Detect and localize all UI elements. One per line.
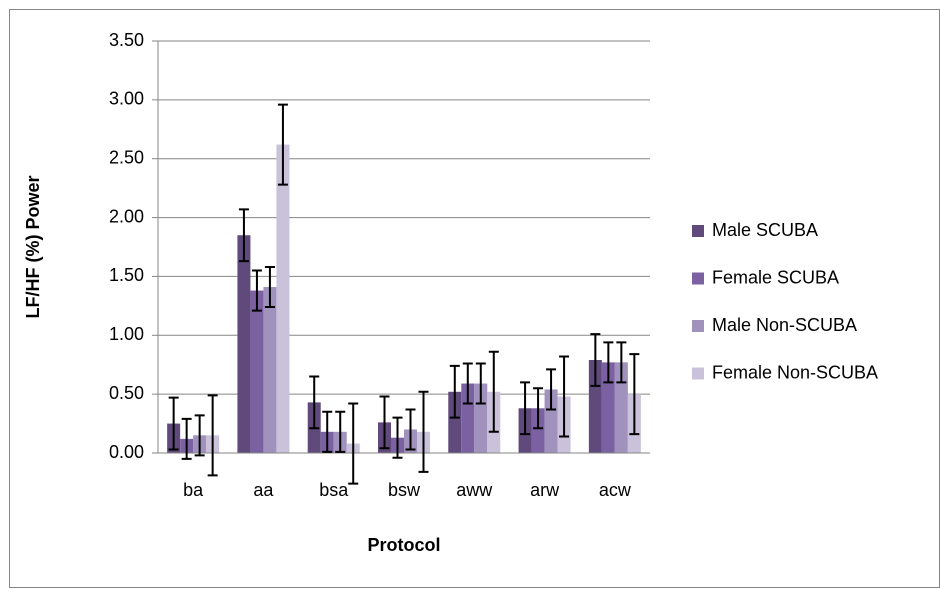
bar (237, 235, 251, 453)
x-tick-label: aa (253, 480, 274, 500)
error-bar (181, 417, 192, 460)
y-tick-label: 1.50 (109, 265, 144, 285)
x-tick-label: aww (456, 480, 493, 500)
error-bar (207, 394, 218, 477)
y-tick-label: 2.50 (109, 147, 144, 167)
error-bar (629, 353, 640, 436)
error-bar (449, 364, 460, 419)
bar (276, 144, 290, 454)
error-bar (251, 269, 262, 312)
bar (601, 362, 615, 453)
error-bar (335, 410, 346, 453)
x-tick-label: acw (599, 480, 632, 500)
error-bar (322, 410, 333, 453)
chart-border (9, 9, 940, 588)
bar (474, 383, 488, 453)
error-bar (475, 362, 486, 405)
error-bar (392, 416, 403, 459)
error-bar (559, 355, 570, 438)
bar (461, 383, 475, 453)
legend-label: Male Non-SCUBA (712, 315, 857, 335)
legend-label: Male SCUBA (712, 220, 818, 240)
legend-label: Female SCUBA (712, 267, 839, 287)
y-tick-label: 3.00 (109, 89, 144, 109)
y-tick-label: 0.00 (109, 442, 144, 462)
legend-swatch (692, 225, 704, 237)
error-bar (520, 381, 531, 436)
bar (263, 287, 277, 453)
x-axis-label: Protocol (367, 535, 440, 555)
error-bar (405, 408, 416, 451)
error-bar (168, 396, 179, 451)
y-tick-label: 3.50 (109, 30, 144, 50)
error-bar (590, 333, 601, 387)
error-bar (488, 350, 499, 433)
y-tick-label: 0.50 (109, 383, 144, 403)
y-axis-label: LF/HF (%) Power (23, 176, 43, 319)
x-tick-label: bsw (388, 480, 421, 500)
error-bar (194, 414, 205, 457)
error-bar (603, 341, 614, 384)
legend-swatch (692, 367, 704, 380)
bar (614, 362, 628, 453)
x-tick-label: arw (530, 480, 560, 500)
y-tick-label: 2.00 (109, 206, 144, 226)
error-bar (462, 362, 473, 405)
error-bar (348, 402, 359, 485)
bar (448, 391, 462, 453)
bar (531, 408, 545, 453)
error-bar (264, 266, 275, 309)
legend-swatch (692, 320, 704, 332)
legend-swatch (692, 272, 704, 285)
bar (588, 360, 602, 453)
bar (544, 389, 558, 453)
error-bar (546, 368, 557, 411)
error-bar (309, 375, 320, 430)
error-bar (418, 390, 429, 473)
error-bar (616, 341, 627, 384)
bar (250, 290, 264, 453)
error-bar (277, 103, 288, 186)
error-bar (533, 387, 544, 430)
y-tick-label: 1.00 (109, 324, 144, 344)
x-tick-label: ba (183, 480, 204, 500)
error-bar (238, 208, 249, 263)
x-tick-label: bsa (319, 480, 349, 500)
legend-label: Female Non-SCUBA (712, 362, 878, 382)
error-bar (379, 395, 390, 450)
